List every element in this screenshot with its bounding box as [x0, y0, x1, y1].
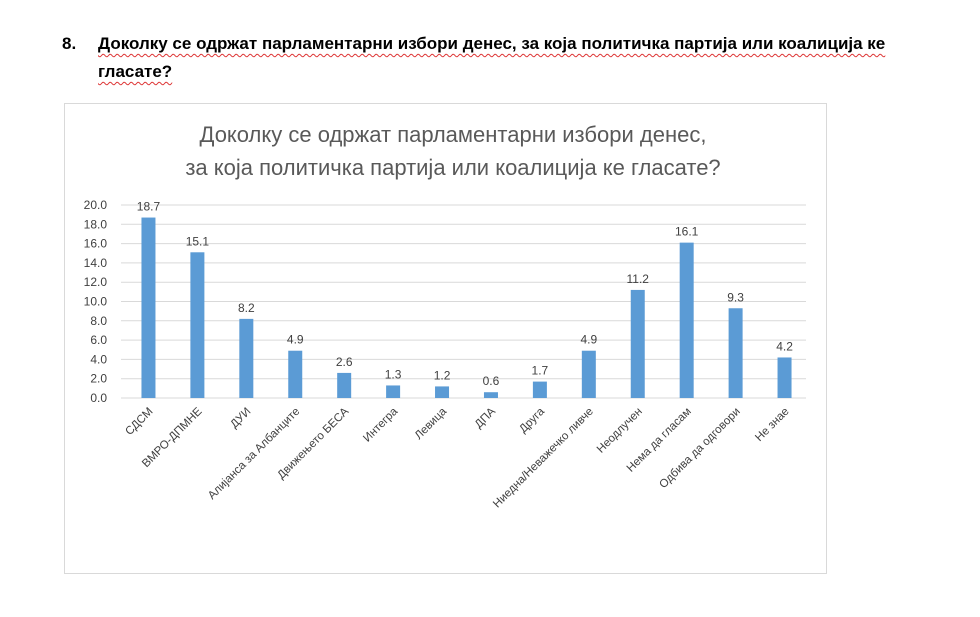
data-label: 15.1 — [186, 234, 210, 248]
data-label: 9.3 — [727, 290, 744, 304]
bar — [532, 381, 547, 398]
bar — [239, 318, 254, 398]
x-category-label: Не знае — [753, 406, 791, 444]
chart-title-line2: за која политичка партија или коалиција … — [185, 155, 720, 180]
data-label: 0.6 — [483, 374, 500, 388]
bar — [288, 350, 303, 398]
y-tick-label: 20.0 — [84, 198, 108, 212]
bar — [581, 350, 596, 398]
bar — [141, 217, 156, 398]
data-label: 1.3 — [385, 367, 402, 381]
x-category-label: Одбива да одговори — [657, 406, 742, 491]
data-label: 16.1 — [675, 225, 699, 239]
chart-container: Доколку се одржат парламентарни избори д… — [64, 103, 827, 574]
data-label: 8.2 — [238, 301, 255, 315]
bar — [435, 386, 450, 398]
data-label: 4.9 — [287, 333, 304, 347]
y-tick-label: 14.0 — [84, 256, 108, 270]
bar — [386, 385, 401, 398]
y-tick-label: 16.0 — [84, 237, 108, 251]
x-category-label: Ниедна/Неважечко ливче — [491, 406, 596, 511]
y-tick-label: 0.0 — [90, 391, 107, 405]
x-category-label: ДУИ — [228, 406, 253, 431]
question-number: 8. — [62, 34, 77, 53]
chart-title-line1: Доколку се одржат парламентарни избори д… — [200, 122, 707, 147]
y-tick-label: 10.0 — [84, 295, 108, 309]
x-category-label: ДПА — [473, 405, 498, 430]
bar — [777, 357, 792, 398]
bar — [190, 252, 205, 398]
y-tick-label: 18.0 — [84, 217, 108, 231]
y-tick-label: 4.0 — [90, 352, 107, 366]
y-tick-label: 8.0 — [90, 314, 107, 328]
x-category-label: Алијанса за Албанците — [206, 406, 302, 502]
data-label: 18.7 — [137, 200, 161, 214]
y-tick-label: 6.0 — [90, 333, 107, 347]
bar — [728, 308, 743, 398]
bar — [679, 242, 694, 398]
x-category-label: Друга — [517, 405, 547, 435]
x-category-label: Интегра — [361, 405, 400, 444]
data-label: 1.2 — [434, 368, 451, 382]
data-label: 1.7 — [532, 364, 549, 378]
data-label: 4.2 — [776, 339, 793, 353]
bar-chart: Доколку се одржат парламентарни избори д… — [84, 122, 806, 511]
y-tick-label: 12.0 — [84, 275, 108, 289]
y-tick-label: 2.0 — [90, 372, 107, 386]
bar — [337, 372, 352, 398]
data-label: 11.2 — [627, 272, 650, 286]
question-text: Доколку се одржат парламентарни избори д… — [98, 34, 886, 81]
x-category-label: Неодлучен — [595, 406, 645, 456]
x-category-label: СДСМ — [123, 406, 155, 438]
data-label: 2.6 — [336, 355, 353, 369]
bar — [630, 289, 645, 398]
bar — [483, 392, 498, 398]
x-category-label: Левица — [413, 405, 450, 442]
data-label: 4.9 — [580, 333, 597, 347]
